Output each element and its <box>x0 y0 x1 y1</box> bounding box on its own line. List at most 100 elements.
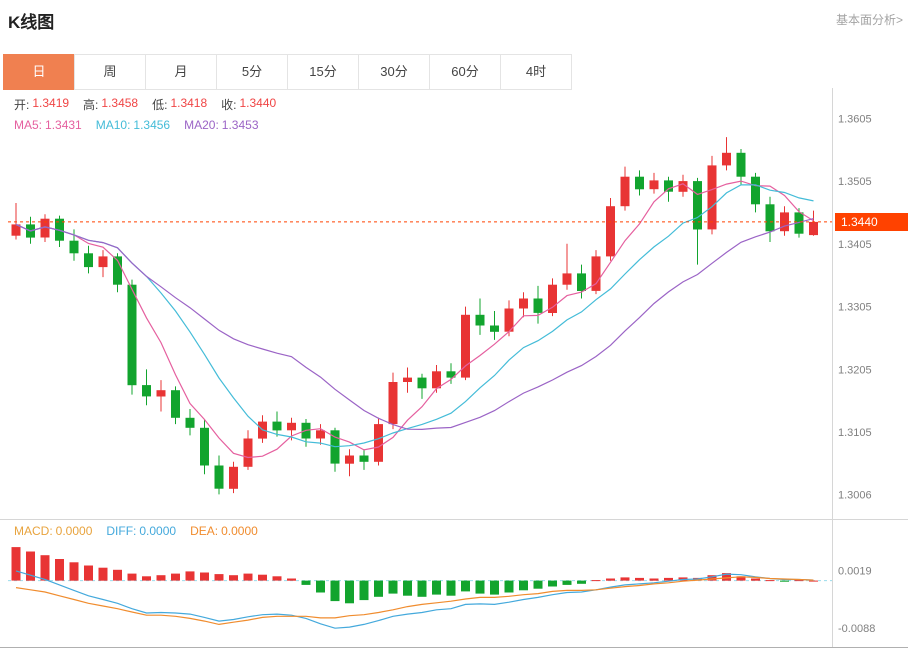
macd-bar <box>69 562 79 581</box>
candle-body <box>359 455 369 462</box>
macd-bar <box>446 580 456 596</box>
candle-body <box>272 421 282 431</box>
y-axis-label: 1.3305 <box>838 302 872 314</box>
ohlc-bar-label: 收: <box>221 98 237 112</box>
ohlc-bar-label: 高: <box>83 98 99 112</box>
y-axis-label: 1.3105 <box>838 427 872 439</box>
macd-bar <box>388 580 398 594</box>
ohlc-bar-item-0: 开: 1.3419 <box>14 96 69 113</box>
ma-bar-item-0: MA5: 1.3431 <box>14 118 82 132</box>
candle-body <box>388 382 398 425</box>
ma-bar-label: MA10: <box>95 118 131 132</box>
tab-60min[interactable]: 60分 <box>429 54 501 90</box>
candle-body <box>287 422 296 431</box>
candle-body <box>446 371 456 378</box>
candle-body <box>577 273 586 291</box>
candle-body <box>635 176 644 190</box>
ohlc-bar-value: 1.3418 <box>170 96 208 110</box>
macd-bar <box>765 580 775 582</box>
y-axis-label: 1.3505 <box>838 176 872 188</box>
macd-bar <box>664 577 673 581</box>
macd-bar <box>809 580 818 582</box>
ohlc-bar-label: 开: <box>14 98 30 112</box>
candle-body <box>156 390 166 397</box>
tab-15min[interactable]: 15分 <box>287 54 359 90</box>
macd-info-bar: MACD: 0.0000 DIFF: 0.0000 DEA: 0.0000 <box>14 524 258 538</box>
macd-bar <box>591 580 601 582</box>
macd-bar <box>794 580 804 582</box>
macd-bar <box>606 578 615 581</box>
macd-bar <box>432 580 441 595</box>
macd-bar <box>417 580 427 597</box>
candle-body <box>591 256 601 291</box>
candle-body <box>794 212 804 234</box>
macd-bar <box>649 578 659 581</box>
macd-bar <box>171 573 180 581</box>
candle-body <box>69 240 79 254</box>
macd-bar-value: 0.0000 <box>221 524 258 538</box>
macd-bar <box>475 580 485 594</box>
candle-body <box>403 377 412 382</box>
candle-body <box>678 181 688 192</box>
ma-bar-value: 1.3456 <box>133 118 171 132</box>
y-axis-label: 1.3205 <box>838 364 872 376</box>
tab-week[interactable]: 周 <box>74 54 146 90</box>
page-title: K线图 <box>8 13 55 32</box>
candle-body <box>490 325 499 332</box>
macd-bar <box>562 580 572 585</box>
macd-bar-item-0: MACD: 0.0000 <box>14 524 92 538</box>
macd-bar <box>200 572 209 581</box>
candle-body <box>722 152 731 166</box>
macd-bar <box>287 578 296 581</box>
macd-axis-label: -0.0088 <box>838 623 875 635</box>
candle-body <box>751 176 760 205</box>
candle-body <box>649 180 659 190</box>
macd-bar <box>780 580 789 582</box>
ohlc-info-bar: 开: 1.3419 高: 1.3458 低: 1.3418 收: 1.3440 <box>14 96 276 113</box>
macd-bar <box>707 575 717 581</box>
candle-body <box>693 181 702 230</box>
macd-bar <box>127 573 137 581</box>
macd-bar <box>345 580 354 604</box>
candle-body <box>548 284 557 313</box>
tab-30min[interactable]: 30分 <box>358 54 430 90</box>
candle-body <box>200 427 209 466</box>
ma-bar-value: 1.3431 <box>45 118 82 132</box>
candle-body <box>765 204 775 232</box>
tab-5min[interactable]: 5分 <box>216 54 288 90</box>
macd-bar <box>26 551 35 581</box>
macd-bar <box>461 580 470 592</box>
macd-bar <box>403 580 412 596</box>
ohlc-bar-value: 1.3419 <box>32 96 70 110</box>
candle-body <box>417 377 427 389</box>
ma10-line <box>15 184 814 448</box>
candle-body <box>519 298 528 309</box>
fundamental-analysis-link[interactable]: 基本面分析> <box>835 13 903 27</box>
tab-4hour[interactable]: 4时 <box>500 54 572 90</box>
macd-bar <box>548 580 557 587</box>
macd-bar <box>272 576 282 581</box>
candle-body <box>707 165 717 230</box>
macd-bar <box>55 559 64 581</box>
candle-body <box>185 417 195 428</box>
ma-bar-item-1: MA10: 1.3456 <box>96 118 170 132</box>
candle-body <box>475 314 485 326</box>
macd-bar <box>330 580 340 602</box>
macd-bar <box>374 580 383 597</box>
candle-body <box>504 308 514 332</box>
diff-line <box>15 570 814 629</box>
dea-line <box>15 576 814 626</box>
macd-bar-label: MACD: <box>14 524 53 538</box>
tab-day[interactable]: 日 <box>3 54 75 90</box>
macd-bar <box>490 580 499 595</box>
candle-body <box>606 206 615 257</box>
candle-body <box>374 424 383 462</box>
ma20-line <box>15 218 814 431</box>
macd-bar <box>113 569 122 581</box>
tab-month[interactable]: 月 <box>145 54 217 90</box>
candle-body <box>562 273 572 285</box>
candle-body <box>432 371 441 389</box>
ohlc-bar-value: 1.3440 <box>239 96 277 110</box>
ohlc-bar-label: 低: <box>152 98 168 112</box>
